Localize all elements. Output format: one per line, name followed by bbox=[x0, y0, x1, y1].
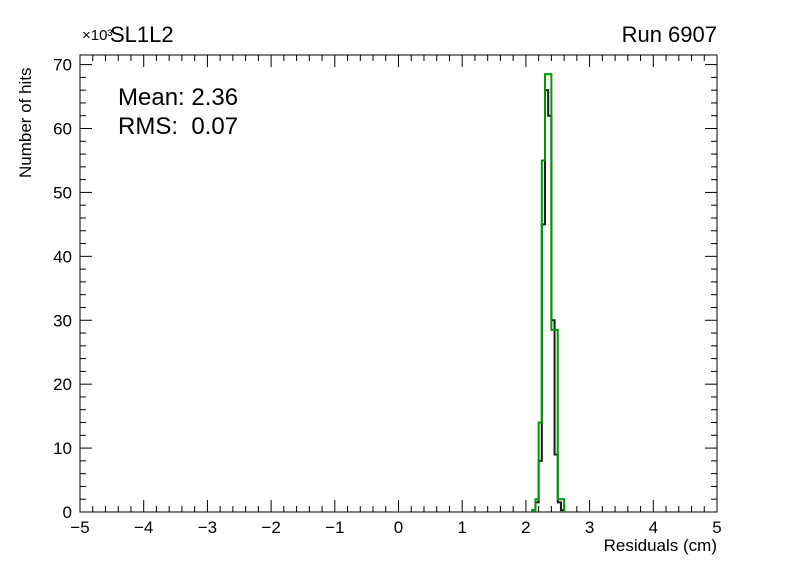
x-tick-label: 0 bbox=[394, 518, 403, 537]
x-axis-title: Residuals (cm) bbox=[603, 536, 717, 555]
x-tick-label: 1 bbox=[457, 518, 466, 537]
x-tick-label: −5 bbox=[70, 518, 89, 537]
x-tick-label: −3 bbox=[198, 518, 217, 537]
x-tick-label: −1 bbox=[325, 518, 344, 537]
x-tick-label: 4 bbox=[649, 518, 658, 537]
run-number-label: Run 6907 bbox=[621, 22, 717, 47]
hist-green bbox=[531, 73, 566, 512]
y-tick-label: 20 bbox=[53, 375, 72, 394]
stat-rms-label: RMS: 0.07 bbox=[118, 113, 239, 140]
y-tick-label: 60 bbox=[53, 120, 72, 139]
chart-title: SL1L2 bbox=[110, 22, 174, 47]
y-tick-label: 50 bbox=[53, 183, 72, 202]
y-tick-label: 30 bbox=[53, 311, 72, 330]
hist-black bbox=[531, 89, 566, 512]
stat-mean-label: Mean: 2.36 bbox=[118, 84, 239, 111]
y-tick-label: 70 bbox=[53, 56, 72, 75]
x-tick-label: −4 bbox=[134, 518, 153, 537]
y-tick-label: 0 bbox=[63, 503, 72, 522]
x-tick-label: 3 bbox=[585, 518, 594, 537]
x-tick-label: 2 bbox=[521, 518, 530, 537]
x-tick-label: 5 bbox=[712, 518, 721, 537]
y-tick-label: 10 bbox=[53, 439, 72, 458]
x-tick-label: −2 bbox=[261, 518, 280, 537]
y-axis-multiplier: ×10³ bbox=[82, 27, 113, 44]
y-tick-label: 40 bbox=[53, 247, 72, 266]
y-axis-title: Number of hits bbox=[16, 67, 35, 178]
